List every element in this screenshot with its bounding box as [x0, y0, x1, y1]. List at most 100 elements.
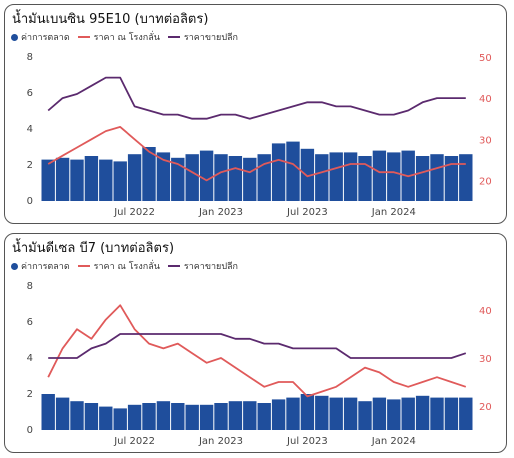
bar-marketing-margin [271, 143, 286, 201]
bar-marketing-margin [185, 154, 199, 201]
legend-item-refinery[interactable]: ราคา ณ โรงกลั่น [77, 259, 160, 273]
legend-line-icon [77, 265, 90, 267]
legend-item-margin[interactable]: ค่าการตลาด [11, 30, 70, 44]
bar-marketing-margin [142, 147, 156, 201]
x-tick-label: Jul 2023 [286, 207, 328, 218]
y-left-tick-label: 6 [27, 317, 33, 328]
x-tick-label: Jan 2024 [371, 207, 416, 218]
x-tick-label: Jan 2023 [198, 207, 243, 218]
bar-marketing-margin [459, 397, 473, 430]
line-retail-price [47, 76, 466, 120]
bar-marketing-margin [300, 394, 315, 430]
bar-marketing-margin [171, 403, 185, 430]
bar-marketing-margin [55, 157, 70, 201]
bar-marketing-margin [41, 394, 55, 430]
bar-marketing-margin [113, 408, 127, 430]
bar-marketing-margin [228, 156, 243, 201]
legend-label: ราคาขายปลีก [183, 262, 239, 272]
y-right-tick-label: 50 [479, 53, 492, 64]
bar-marketing-margin [199, 150, 214, 201]
y-right-tick-label: 20 [479, 176, 492, 187]
bar-marketing-margin [387, 399, 401, 430]
legend-label: ราคา ณ โรงกลั่น [93, 262, 160, 272]
y-left-tick-label: 8 [27, 52, 33, 63]
y-right-tick-label: 40 [479, 94, 492, 105]
line-refinery-price [47, 304, 467, 398]
x-tick-label: Jan 2024 [371, 436, 416, 447]
chart-title: น้ำมันดีเซล บี7 (บาทต่อลิตร) [12, 241, 175, 256]
bar-marketing-margin [228, 401, 243, 430]
bar-marketing-margin [70, 401, 84, 430]
bar-marketing-margin [329, 397, 343, 430]
legend-line-icon [77, 36, 90, 38]
y-right-tick-label: 30 [479, 354, 492, 365]
legend-dot-icon [11, 33, 18, 41]
bar-marketing-margin [300, 148, 315, 201]
bar-marketing-margin [444, 156, 459, 201]
legend-dot-icon [11, 262, 18, 270]
chart-legend: ค่าการตลาด ราคา ณ โรงกลั่น ราคาขายปลีก [11, 30, 246, 44]
y-right-tick-label: 20 [479, 402, 492, 413]
y-right-tick-label: 40 [479, 306, 492, 317]
bar-marketing-margin [214, 154, 228, 201]
bar-marketing-margin [286, 141, 300, 201]
legend-item-retail[interactable]: ราคาขายปลีก [167, 259, 239, 273]
bar-marketing-margin [430, 154, 444, 201]
y-left-tick-label: 8 [27, 281, 33, 292]
bar-marketing-margin [243, 401, 257, 430]
bar-marketing-margin [343, 397, 358, 430]
bar-marketing-margin [415, 395, 430, 430]
bar-marketing-margin [55, 397, 70, 430]
bar-marketing-margin [243, 157, 257, 201]
y-left-tick-label: 2 [27, 389, 33, 400]
y-left-tick-label: 0 [27, 425, 33, 436]
bar-marketing-margin [430, 397, 444, 430]
bar-marketing-margin [185, 404, 199, 430]
bar-marketing-margin [315, 154, 329, 201]
line-refinery-price [47, 126, 466, 182]
y-left-tick-label: 4 [27, 353, 33, 364]
y-left-tick-label: 2 [27, 160, 33, 171]
legend-label: ราคา ณ โรงกลั่น [93, 33, 160, 43]
x-tick-label: Jul 2022 [113, 436, 155, 447]
bar-marketing-margin [459, 154, 473, 201]
bar-marketing-margin [113, 161, 127, 201]
chart-panel-gasohol: น้ำมันเบนซิน 95E10 (บาทต่อลิตร) ค่าการตล… [4, 4, 507, 224]
bar-marketing-margin [70, 159, 84, 201]
chart-plot: 0 2 4 6 8 20 30 40 Jul 2022 Jan 2023 Jul 2023 Jan 2… [27, 281, 492, 447]
bar-marketing-margin [99, 159, 113, 201]
bar-marketing-margin [127, 154, 142, 201]
legend-label: ค่าการตลาด [21, 33, 70, 43]
bar-marketing-margin [401, 397, 415, 430]
bar-marketing-margin [271, 399, 286, 430]
bar-marketing-margin [156, 401, 171, 430]
legend-item-refinery[interactable]: ราคา ณ โรงกลั่น [77, 30, 160, 44]
legend-label: ค่าการตลาด [21, 262, 70, 272]
chart-plot: 0 2 4 6 8 20 30 40 50 Jul 2022 Jan 2023 Jul 2023 Jan… [27, 52, 492, 218]
legend-line-icon [167, 36, 180, 38]
legend-label: ราคาขายปลีก [183, 33, 239, 43]
bar-marketing-margin [358, 156, 372, 201]
y-left-tick-label: 6 [27, 88, 33, 99]
legend-item-margin[interactable]: ค่าการตลาด [11, 259, 70, 273]
bar-marketing-margin [372, 397, 387, 430]
bar-marketing-margin [84, 156, 99, 201]
bar-marketing-margin [84, 403, 99, 430]
chart-legend: ค่าการตลาด ราคา ณ โรงกลั่น ราคาขายปลีก [11, 259, 246, 273]
y-left-tick-label: 0 [27, 196, 33, 207]
legend-line-icon [167, 265, 180, 267]
bar-marketing-margin [315, 395, 329, 430]
bar-marketing-margin [286, 397, 300, 430]
bar-marketing-margin [257, 154, 271, 201]
bar-marketing-margin [199, 404, 214, 430]
bar-marketing-margin [127, 404, 142, 430]
bar-marketing-margin [343, 152, 358, 201]
line-retail-price [48, 333, 467, 359]
y-right-tick-label: 30 [479, 135, 492, 146]
x-tick-label: Jul 2023 [286, 436, 328, 447]
bar-marketing-margin [444, 397, 459, 430]
legend-item-retail[interactable]: ราคาขายปลีก [167, 30, 239, 44]
y-left-tick-label: 4 [27, 124, 33, 135]
bar-marketing-margin [257, 403, 271, 430]
chart-panel-diesel: น้ำมันดีเซล บี7 (บาทต่อลิตร) ค่าการตลาด … [4, 233, 507, 453]
